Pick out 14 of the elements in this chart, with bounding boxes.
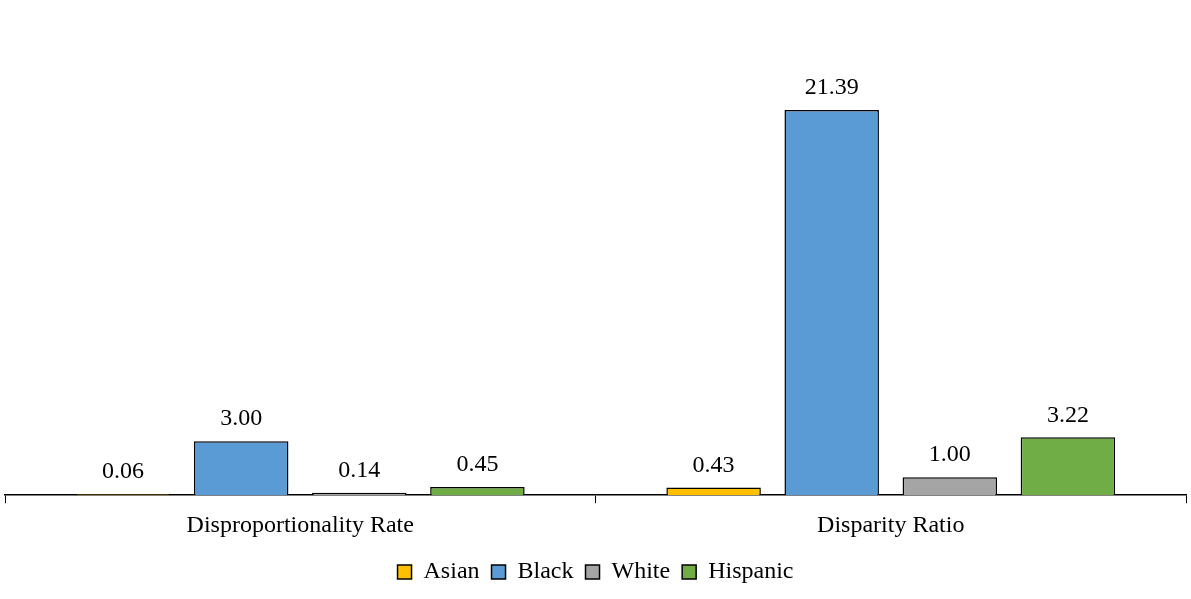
- legend-label: White: [611, 557, 671, 584]
- data-label: 3.22: [1046, 400, 1089, 427]
- data-label: 21.39: [804, 73, 859, 100]
- legend-label: Asian: [423, 557, 480, 584]
- data-label: 0.14: [338, 455, 381, 482]
- data-label: 0.43: [692, 450, 735, 477]
- data-label: 3.00: [220, 404, 263, 431]
- x-tick-label: Disparity Ratio: [817, 510, 965, 537]
- legend-label: Hispanic: [708, 557, 794, 584]
- x-tick-label: Disproportionality Rate: [186, 510, 414, 537]
- legend-label: Black: [517, 557, 574, 584]
- data-label: 0.06: [102, 457, 145, 484]
- data-label: 0.45: [456, 450, 499, 477]
- data-label: 1.00: [928, 440, 971, 467]
